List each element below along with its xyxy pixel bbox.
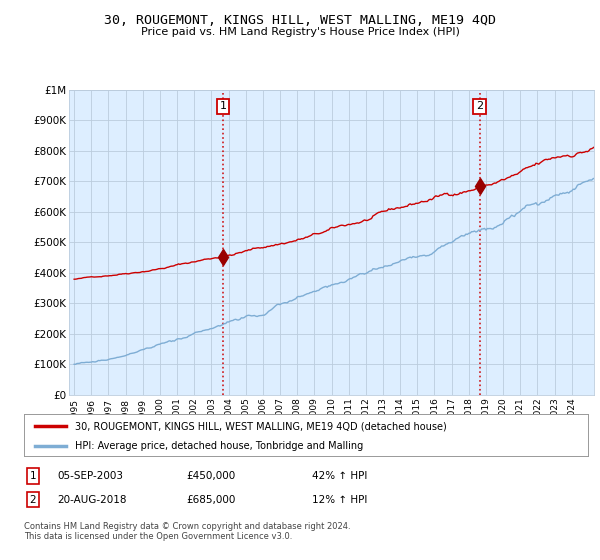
Text: 42% ↑ HPI: 42% ↑ HPI xyxy=(312,471,367,481)
Text: 2: 2 xyxy=(476,101,483,111)
Text: 20-AUG-2018: 20-AUG-2018 xyxy=(57,494,127,505)
Text: Price paid vs. HM Land Registry's House Price Index (HPI): Price paid vs. HM Land Registry's House … xyxy=(140,27,460,37)
Text: 1: 1 xyxy=(220,101,227,111)
Text: 2: 2 xyxy=(29,494,37,505)
Text: Contains HM Land Registry data © Crown copyright and database right 2024.
This d: Contains HM Land Registry data © Crown c… xyxy=(24,522,350,542)
Text: 05-SEP-2003: 05-SEP-2003 xyxy=(57,471,123,481)
Text: 30, ROUGEMONT, KINGS HILL, WEST MALLING, ME19 4QD (detached house): 30, ROUGEMONT, KINGS HILL, WEST MALLING,… xyxy=(75,421,446,431)
Text: £685,000: £685,000 xyxy=(186,494,235,505)
Text: 12% ↑ HPI: 12% ↑ HPI xyxy=(312,494,367,505)
Text: 1: 1 xyxy=(29,471,37,481)
Text: 30, ROUGEMONT, KINGS HILL, WEST MALLING, ME19 4QD: 30, ROUGEMONT, KINGS HILL, WEST MALLING,… xyxy=(104,14,496,27)
Text: £450,000: £450,000 xyxy=(186,471,235,481)
Text: HPI: Average price, detached house, Tonbridge and Malling: HPI: Average price, detached house, Tonb… xyxy=(75,441,363,451)
